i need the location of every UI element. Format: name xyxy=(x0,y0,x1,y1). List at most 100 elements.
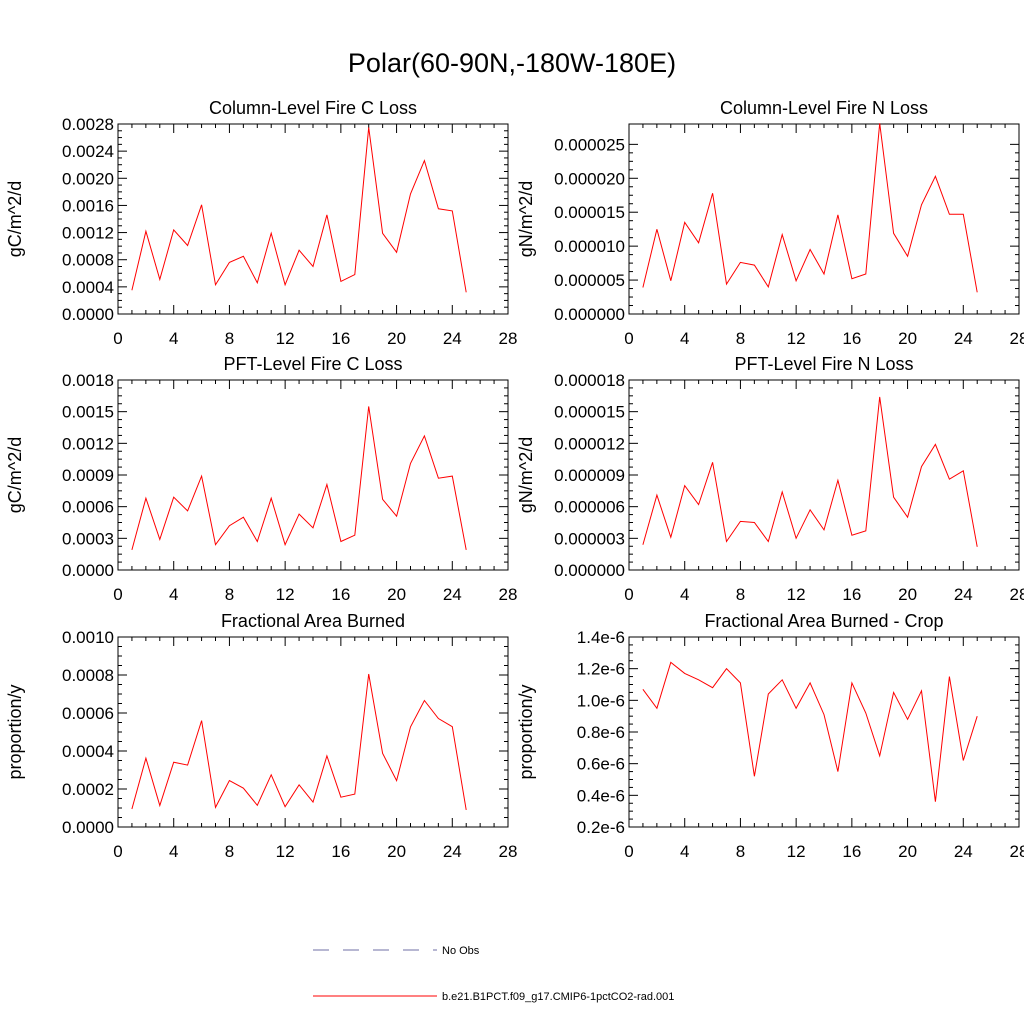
x-tick-label: 20 xyxy=(898,329,917,348)
x-tick-label: 4 xyxy=(680,585,689,604)
x-tick-label: 28 xyxy=(499,585,518,604)
y-tick-label: 0.4e-6 xyxy=(577,786,625,805)
x-tick-label: 16 xyxy=(842,329,861,348)
y-tick-label: 0.000000 xyxy=(554,305,625,324)
x-tick-label: 4 xyxy=(169,842,178,861)
y-axis-label: gN/m^2/d xyxy=(516,437,536,513)
y-tick-label: 0.000003 xyxy=(554,529,625,548)
series-line xyxy=(642,123,978,293)
x-tick-label: 4 xyxy=(680,842,689,861)
x-tick-label: 20 xyxy=(898,842,917,861)
x-tick-label: 28 xyxy=(499,842,518,861)
plot-frame xyxy=(117,636,509,828)
x-tick-label: 16 xyxy=(842,842,861,861)
y-tick-label: 0.000015 xyxy=(554,403,625,422)
y-tick-label: 0.0000 xyxy=(62,818,114,837)
x-tick-label: 0 xyxy=(113,842,122,861)
y-axis-label: proportion/y xyxy=(5,684,25,779)
y-tick-label: 0.000015 xyxy=(554,203,625,222)
x-tick-label: 28 xyxy=(499,329,518,348)
x-tick-label: 12 xyxy=(276,585,295,604)
panel-1: 0 4 8 12 16 20 24 28 0.0000 0.0004 0.0008 0.0012 0.0… xyxy=(5,98,517,348)
panel-title: Fractional Area Burned xyxy=(221,611,405,631)
x-tick-label: 12 xyxy=(787,329,806,348)
series-line xyxy=(131,127,467,293)
y-tick-label: 0.0008 xyxy=(62,251,114,270)
x-tick-label: 24 xyxy=(443,585,462,604)
y-tick-label: 0.0006 xyxy=(62,498,114,517)
series-line xyxy=(642,661,978,802)
legend: No Obs b.e21.B1PCT.f09_g17.CMIP6-1pctCO2-… xyxy=(313,945,674,1003)
plot-frame xyxy=(628,123,1020,315)
x-tick-label: 24 xyxy=(954,842,973,861)
y-tick-label: 0.0016 xyxy=(62,196,114,215)
x-tick-label: 28 xyxy=(1010,842,1024,861)
y-tick-label: 0.000012 xyxy=(554,434,625,453)
y-tick-label: 0.000006 xyxy=(554,498,625,517)
panel-title: PFT-Level Fire N Loss xyxy=(734,354,913,374)
x-tick-label: 4 xyxy=(680,329,689,348)
y-tick-label: 0.0018 xyxy=(62,371,114,390)
plot-frame xyxy=(117,379,509,571)
y-tick-label: 0.0009 xyxy=(62,466,114,485)
plot-frame xyxy=(117,123,509,315)
y-tick-label: 0.0010 xyxy=(62,628,114,647)
x-tick-label: 8 xyxy=(736,842,745,861)
y-tick-label: 0.000005 xyxy=(554,271,625,290)
y-tick-label: 1.2e-6 xyxy=(577,660,625,679)
legend-label-1: No Obs xyxy=(442,945,480,957)
y-axis-label: gC/m^2/d xyxy=(5,437,25,513)
panel-title: Column-Level Fire N Loss xyxy=(720,98,928,118)
x-tick-label: 16 xyxy=(331,585,350,604)
panel-3: 0 4 8 12 16 20 24 28 0.0000 0.0003 0.0006 0.0009 0.0… xyxy=(5,354,517,604)
y-tick-label: 0.0015 xyxy=(62,403,114,422)
x-tick-label: 28 xyxy=(1010,329,1024,348)
x-tick-label: 24 xyxy=(954,585,973,604)
y-tick-label: 0.000009 xyxy=(554,466,625,485)
panel-title: Fractional Area Burned - Crop xyxy=(704,611,943,631)
plot-frame xyxy=(628,379,1020,571)
x-tick-label: 24 xyxy=(954,329,973,348)
y-tick-label: 0.8e-6 xyxy=(577,723,625,742)
x-tick-label: 16 xyxy=(331,842,350,861)
y-tick-label: 1.0e-6 xyxy=(577,691,625,710)
panel-title: Column-Level Fire C Loss xyxy=(209,98,417,118)
y-axis-label: gN/m^2/d xyxy=(516,181,536,257)
series-line xyxy=(131,673,467,810)
y-tick-label: 0.0000 xyxy=(62,305,114,324)
series-line xyxy=(642,396,978,547)
x-tick-label: 0 xyxy=(624,585,633,604)
x-tick-label: 8 xyxy=(225,329,234,348)
x-tick-label: 12 xyxy=(787,585,806,604)
y-axis-label: proportion/y xyxy=(516,684,536,779)
x-tick-label: 8 xyxy=(225,585,234,604)
y-tick-label: 0.0004 xyxy=(62,742,114,761)
y-tick-label: 0.0000 xyxy=(62,561,114,580)
x-tick-label: 24 xyxy=(443,842,462,861)
series-line xyxy=(131,406,467,551)
x-tick-label: 0 xyxy=(113,329,122,348)
y-tick-label: 0.0002 xyxy=(62,780,114,799)
y-tick-label: 0.000020 xyxy=(554,169,625,188)
panel-2: 0 4 8 12 16 20 24 28 0.000000 0.000005 0.000010 0.0… xyxy=(516,98,1024,348)
y-tick-label: 0.0028 xyxy=(62,115,114,134)
x-tick-label: 12 xyxy=(276,329,295,348)
y-tick-label: 0.000010 xyxy=(554,237,625,256)
panel-title: PFT-Level Fire C Loss xyxy=(223,354,402,374)
x-tick-label: 4 xyxy=(169,329,178,348)
x-tick-label: 4 xyxy=(169,585,178,604)
y-tick-label: 0.0020 xyxy=(62,169,114,188)
y-tick-label: 0.0003 xyxy=(62,529,114,548)
y-tick-label: 0.2e-6 xyxy=(577,818,625,837)
y-tick-label: 0.0012 xyxy=(62,224,114,243)
x-tick-label: 0 xyxy=(624,329,633,348)
x-tick-label: 0 xyxy=(113,585,122,604)
figure-title: Polar(60-90N,-180W-180E) xyxy=(347,48,677,78)
x-tick-label: 20 xyxy=(898,585,917,604)
y-tick-label: 0.0012 xyxy=(62,434,114,453)
y-tick-label: 0.0024 xyxy=(62,142,114,161)
x-tick-label: 8 xyxy=(225,842,234,861)
x-tick-label: 16 xyxy=(331,329,350,348)
y-tick-label: 0.0004 xyxy=(62,278,114,297)
